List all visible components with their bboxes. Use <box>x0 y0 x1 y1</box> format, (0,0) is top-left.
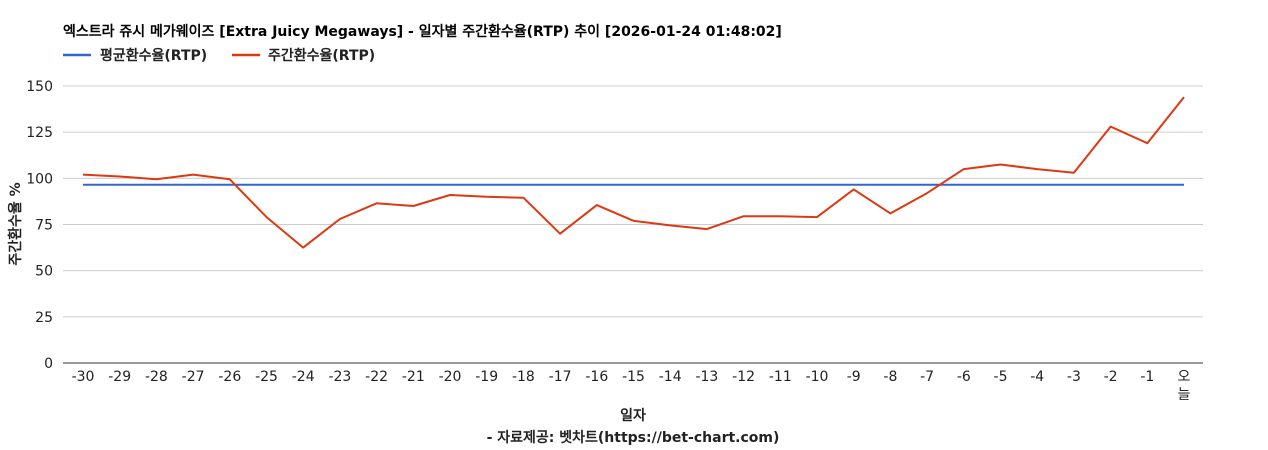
series-lines <box>82 96 1185 249</box>
data-source-credit: - 자료제공: 벳차트(https://bet-chart.com) <box>487 429 780 446</box>
x-tick-label: -4 <box>1030 369 1044 385</box>
x-tick-label: -7 <box>920 369 934 385</box>
x-tick-label: 오 <box>1178 369 1191 385</box>
y-tick-label: 125 <box>26 125 53 141</box>
x-tick-label: -6 <box>957 369 971 385</box>
x-tick-label: -18 <box>512 369 535 385</box>
x-tick-label: -9 <box>847 369 861 385</box>
y-tick-label: 25 <box>35 310 53 326</box>
x-tick-label: -12 <box>732 369 755 385</box>
x-tick-label: -13 <box>695 369 718 385</box>
y-axis-title: 주간환수율 % <box>7 182 24 265</box>
x-tick-label: -20 <box>439 369 462 385</box>
x-tick-label: -15 <box>622 369 645 385</box>
x-tick-label: -10 <box>806 369 829 385</box>
gridlines <box>63 85 1203 364</box>
y-tick-label: 0 <box>44 356 53 372</box>
legend-item-weekly[interactable]: 주간환수율(RTP) <box>232 47 375 64</box>
x-tick-label: -22 <box>365 369 388 385</box>
x-tick-label: -28 <box>145 369 168 385</box>
x-tick-label: -25 <box>255 369 278 385</box>
x-tick-label: -23 <box>328 369 351 385</box>
y-tick-label: 150 <box>26 79 53 95</box>
y-tick-label: 50 <box>35 264 53 280</box>
x-tick-label: -29 <box>108 369 131 385</box>
x-tick-label: -19 <box>475 369 498 385</box>
legend[interactable]: 평균환수율(RTP) 주간환수율(RTP) <box>63 47 375 64</box>
x-tick-label: -24 <box>292 369 315 385</box>
x-tick-label: -11 <box>769 369 792 385</box>
x-tick-label: -17 <box>549 369 572 385</box>
x-tick-label: 늘 <box>1178 387 1191 403</box>
legend-label-average: 평균환수율(RTP) <box>100 47 207 64</box>
x-tick-label: -14 <box>659 369 682 385</box>
x-tick-label: -2 <box>1104 369 1118 385</box>
x-tick-label: -8 <box>883 369 897 385</box>
chart-title: 엑스트라 쥬시 메가웨이즈 [Extra Juicy Megaways] - 일… <box>63 23 782 40</box>
x-tick-label: -30 <box>72 369 95 385</box>
y-axis-tick-labels: 0 25 50 75 100 125 150 <box>26 79 53 372</box>
legend-label-weekly: 주간환수율(RTP) <box>268 47 375 64</box>
y-tick-label: 75 <box>35 218 53 234</box>
x-tick-label: -26 <box>218 369 241 385</box>
x-axis-title: 일자 <box>620 408 646 424</box>
x-tick-label: -27 <box>182 369 205 385</box>
x-tick-label: -16 <box>585 369 608 385</box>
x-tick-label: -3 <box>1067 369 1081 385</box>
x-tick-label: -1 <box>1140 369 1154 385</box>
x-axis-tick-labels: -30 -29 -28 -27 -26 -25 -24 -23 -22 -21 -20 -19 -18-… <box>72 369 1191 403</box>
x-tick-label: -21 <box>402 369 425 385</box>
legend-item-average[interactable]: 평균환수율(RTP) <box>63 47 207 64</box>
x-tick-label: -5 <box>994 369 1008 385</box>
series-line-weekly-rtp[interactable] <box>82 96 1185 249</box>
y-tick-label: 100 <box>26 171 53 187</box>
